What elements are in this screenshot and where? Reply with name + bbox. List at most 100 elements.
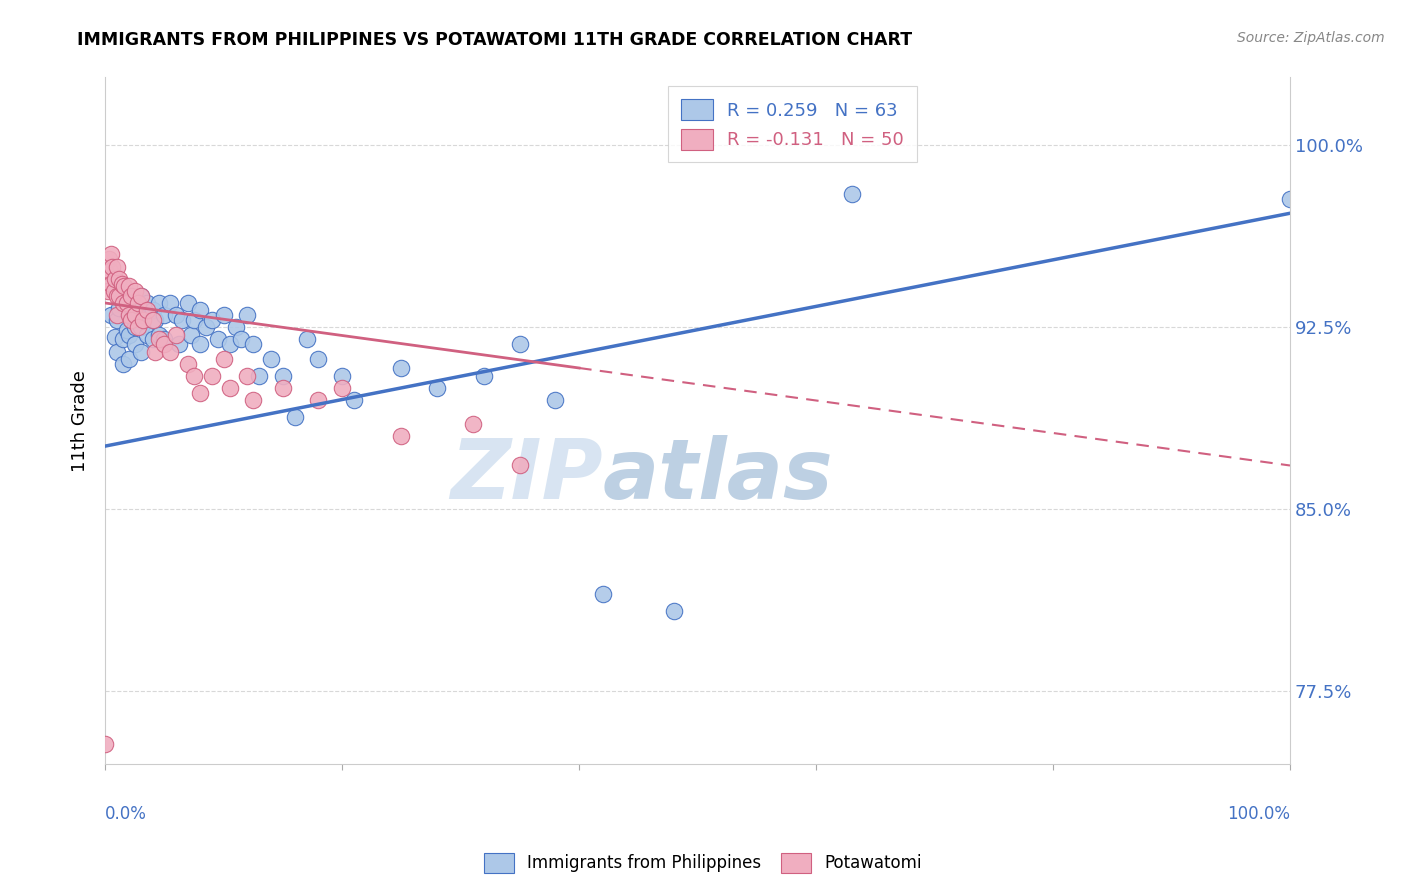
Point [105,284,128,298]
Point [183,368,205,383]
Point [159,296,181,310]
Point [100,277,122,291]
Point [104,271,127,285]
Point [236,308,259,322]
Point [142,313,165,327]
Point [212,308,235,322]
Point [118,293,141,308]
Point [391,429,413,443]
Point [247,368,270,383]
Point [194,320,217,334]
Point [118,327,141,342]
Point [461,417,484,432]
Point [218,381,240,395]
Point [97,252,120,267]
Point [153,308,176,322]
Point [124,284,146,298]
Point [201,368,224,383]
Point [592,587,614,601]
Point [97,284,120,298]
Point [120,289,142,303]
Point [188,385,211,400]
Point [212,351,235,366]
Point [111,277,134,291]
Point [330,381,353,395]
Point [242,392,264,407]
Point [148,296,170,310]
Point [129,289,152,303]
Point [118,351,141,366]
Point [105,260,128,274]
Point [142,303,165,318]
Point [111,296,134,310]
Point [391,361,413,376]
Text: ZIP: ZIP [450,435,603,516]
Point [118,279,141,293]
Point [98,264,121,278]
Point [271,368,294,383]
Point [112,279,135,293]
Point [183,313,205,327]
Point [105,344,128,359]
Legend: Immigrants from Philippines, Potawatomi: Immigrants from Philippines, Potawatomi [477,847,929,880]
Point [129,320,152,334]
Point [509,337,531,351]
Point [236,368,259,383]
Point [188,337,211,351]
Point [308,392,330,407]
Point [148,327,170,342]
Point [295,332,318,346]
Text: IMMIGRANTS FROM PHILIPPINES VS POTAWATOMI 11TH GRADE CORRELATION CHART: IMMIGRANTS FROM PHILIPPINES VS POTAWATOM… [77,31,912,49]
Point [343,392,366,407]
Point [330,368,353,383]
Point [108,271,131,285]
Point [132,308,155,322]
Legend: R = 0.259   N = 63, R = -0.131   N = 50: R = 0.259 N = 63, R = -0.131 N = 50 [668,87,917,162]
Point [135,296,157,310]
Point [94,264,117,278]
Point [105,313,128,327]
Text: Source: ZipAtlas.com: Source: ZipAtlas.com [1237,31,1385,45]
Point [218,337,240,351]
Point [165,308,187,322]
Point [135,303,157,318]
Point [177,357,200,371]
Point [100,247,122,261]
Point [426,381,449,395]
Point [148,332,170,346]
Point [207,332,229,346]
Text: atlas: atlas [603,435,834,516]
Point [108,301,131,315]
Point [153,332,176,346]
Point [225,320,247,334]
Point [124,289,146,303]
Point [143,344,166,359]
Point [127,296,149,310]
Point [101,260,124,274]
Point [127,320,149,334]
Point [120,313,142,327]
Point [231,332,253,346]
Point [180,327,202,342]
Point [115,296,138,310]
Point [167,337,190,351]
Point [177,296,200,310]
Point [153,337,176,351]
Point [159,344,181,359]
Point [111,357,134,371]
Point [143,313,166,327]
Point [135,327,157,342]
Point [94,738,117,752]
Point [662,604,685,618]
Point [132,313,155,327]
Point [284,409,307,424]
Point [105,289,128,303]
Point [260,351,283,366]
Point [118,308,141,322]
Point [142,332,165,346]
Point [108,289,131,303]
Point [105,308,128,322]
Point [124,320,146,334]
Point [103,284,125,298]
Point [104,330,127,344]
